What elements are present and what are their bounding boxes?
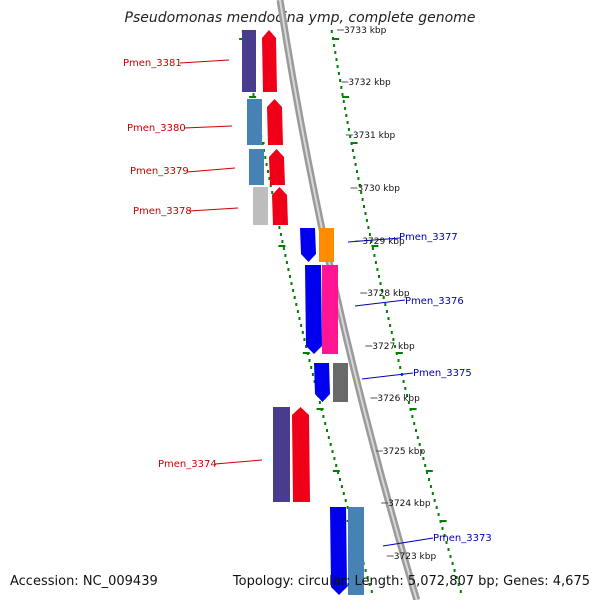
gene-arrow [292,407,310,502]
scale-label: 3730 kbp [358,184,401,194]
gene-label: Pmen_3374 [158,459,217,470]
gene-arrow [269,149,285,185]
cog-block [253,187,268,225]
gene-label-leader [214,459,263,465]
scale-label: 3729 kbp [362,237,405,247]
cog-block [322,265,338,354]
gene-label-leader [179,59,230,64]
cog-block [348,507,364,595]
gene-arrow [305,265,322,354]
map-title: Pseudomonas mendocina ymp, complete geno… [124,10,476,26]
gene-label-leader [382,537,434,547]
gene-arrow [267,99,283,145]
scale-label: 3727 kbp [372,342,415,352]
cog-block [333,363,348,402]
gene-label-leader [354,299,406,307]
cog-block [319,228,334,262]
gene-label: Pmen_3373 [433,533,492,544]
accession-text: Accession: NC_009439 [10,574,158,589]
scale-label: 3732 kbp [348,78,391,88]
gene-label: Pmen_3378 [133,206,192,217]
gene-label-leader [361,372,414,380]
scale-label: 3725 kbp [383,447,426,457]
gene-label: Pmen_3375 [413,368,472,379]
cog-block [273,407,290,502]
gene-label-leader [186,167,236,173]
gene-arrow [330,507,347,595]
gene-arrow [272,187,288,225]
gene-label-leader [347,237,401,243]
scale-label: 3726 kbp [377,394,420,404]
gene-label: Pmen_3377 [399,232,458,243]
gene-arrow [262,30,277,92]
gene-label: Pmen_3379 [130,166,189,177]
cog-block [249,149,264,185]
gc-track-right [330,30,462,593]
gene-label: Pmen_3381 [123,58,182,69]
cog-block [247,99,262,145]
gene-label-leader [188,207,239,212]
gene-arrow [300,228,316,262]
gene-label: Pmen_3380 [127,123,186,134]
topology-text: Topology: circular; Length: 5,072,807 bp… [232,574,590,589]
gene-label: Pmen_3376 [405,296,464,307]
scale-label: 3723 kbp [394,552,437,562]
scale-label: 3733 kbp [344,26,387,36]
cog-block [242,30,256,92]
gene-label-leader [183,125,233,129]
gene-arrow [314,363,330,402]
scale-label: 3731 kbp [353,131,396,141]
scale-label: 3724 kbp [388,499,431,509]
scale-label: 3728 kbp [367,289,410,299]
